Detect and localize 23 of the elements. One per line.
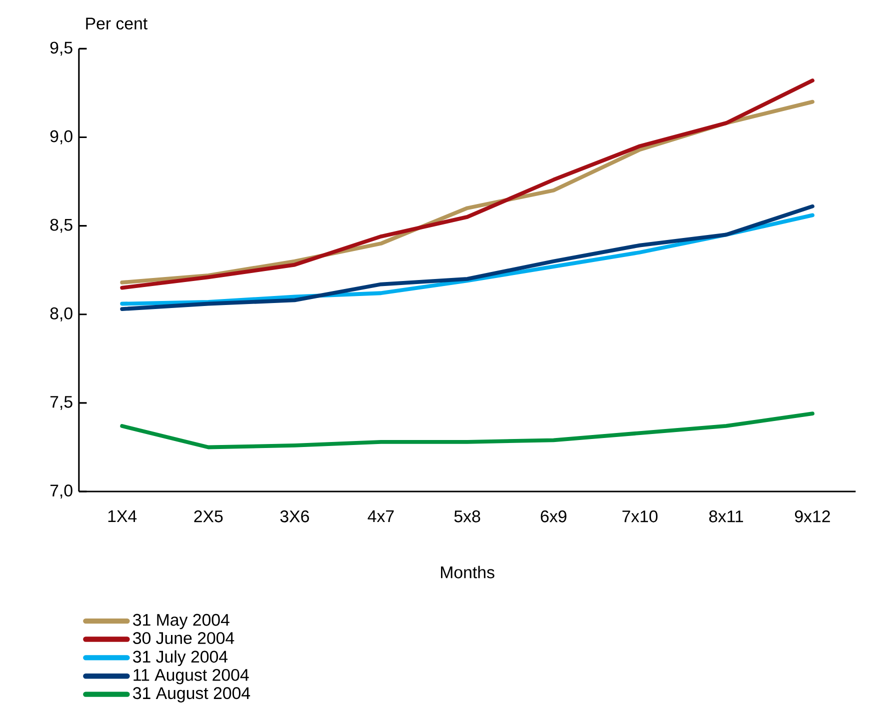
y-tick-label: 7,0 [50, 484, 72, 498]
legend-label: 30 June 2004 [133, 632, 234, 644]
x-tick-label: 3X6 [280, 510, 309, 522]
x-tick-label: 8x11 [709, 510, 744, 522]
x-tick-label: 6x9 [540, 510, 566, 522]
y-axis-title: Per cent [86, 18, 148, 30]
y-tick-label: 8,5 [50, 218, 72, 233]
legend-label: 31 May 2004 [133, 614, 230, 630]
y-tick-label: 9,5 [50, 42, 72, 56]
legend-label: 31 August 2004 [133, 687, 250, 702]
legend-label: 31 July 2004 [133, 650, 228, 666]
legend-label: 11 August 2004 [134, 668, 249, 684]
x-tick-label: 7x10 [622, 510, 658, 522]
y-tick-label: 8,0 [50, 307, 72, 322]
x-tick-label: 2X5 [194, 510, 223, 522]
x-tick-label: 9x12 [794, 510, 830, 522]
y-tick-label: 9,0 [50, 130, 72, 144]
x-tick-label: 4x7 [368, 510, 394, 522]
x-tick-label: 5x8 [454, 510, 480, 522]
y-tick-label: 7,5 [50, 396, 72, 410]
x-tick-label: 1X4 [108, 510, 137, 522]
line-series [120, 412, 814, 450]
x-axis-title: Months [441, 566, 494, 578]
